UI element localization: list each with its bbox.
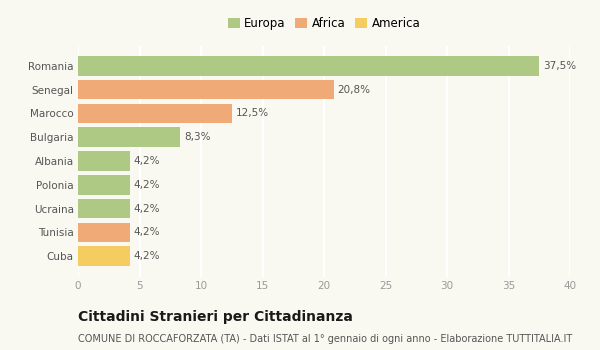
Bar (78, 223, 130, 242)
Bar (78, 199, 130, 218)
Text: COMUNE DI ROCCAFORZATA (TA) - Dati ISTAT al 1° gennaio di ogni anno - Elaborazio: COMUNE DI ROCCAFORZATA (TA) - Dati ISTAT… (78, 334, 572, 344)
Bar (78, 56, 539, 76)
Bar (78, 246, 130, 266)
Text: 4,2%: 4,2% (133, 180, 160, 190)
Text: 37,5%: 37,5% (543, 61, 576, 71)
Text: Cittadini Stranieri per Cittadinanza: Cittadini Stranieri per Cittadinanza (78, 310, 353, 324)
Text: 4,2%: 4,2% (133, 204, 160, 214)
Text: 4,2%: 4,2% (133, 156, 160, 166)
Bar (78, 151, 130, 171)
Text: 4,2%: 4,2% (133, 251, 160, 261)
Text: 4,2%: 4,2% (133, 228, 160, 237)
Text: 8,3%: 8,3% (184, 132, 210, 142)
Legend: Europa, Africa, America: Europa, Africa, America (226, 14, 422, 32)
Text: 12,5%: 12,5% (235, 108, 269, 118)
Bar (78, 127, 180, 147)
Text: 20,8%: 20,8% (338, 85, 371, 95)
Bar (78, 175, 130, 195)
Bar (78, 80, 334, 99)
Bar (78, 104, 232, 123)
